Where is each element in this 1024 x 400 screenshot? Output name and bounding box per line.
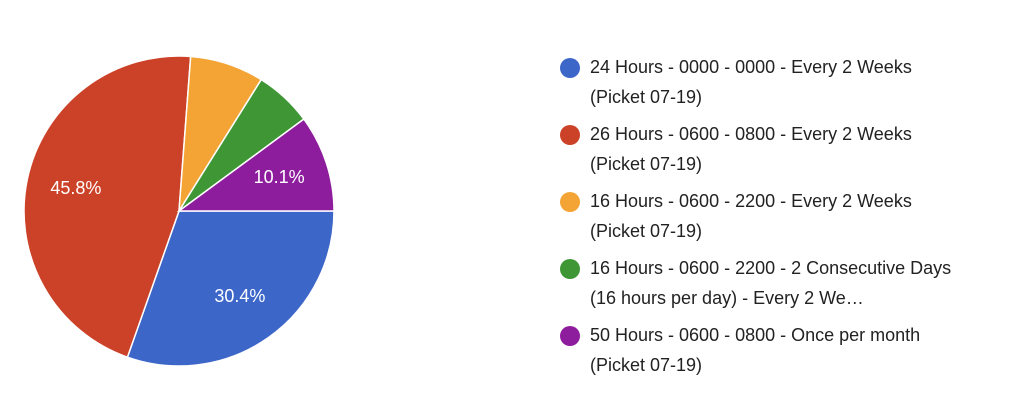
legend: 24 Hours - 0000 - 0000 - Every 2 Weeks (… <box>560 52 980 387</box>
legend-label: 24 Hours - 0000 - 0000 - Every 2 Weeks (… <box>590 57 912 107</box>
slice-label: 45.8% <box>50 178 101 198</box>
legend-label: 16 Hours - 0600 - 2200 - 2 Consecutive D… <box>590 258 952 308</box>
legend-item: 16 Hours - 0600 - 2200 - Every 2 Weeks (… <box>560 186 980 246</box>
legend-swatch <box>560 259 580 279</box>
legend-item: 50 Hours - 0600 - 0800 - Once per month … <box>560 320 980 380</box>
legend-label: 50 Hours - 0600 - 0800 - Once per month … <box>590 325 921 375</box>
legend-swatch <box>560 58 580 78</box>
pie-slice <box>176 118 335 212</box>
pie-slice <box>23 55 192 359</box>
slice-label: 30.4% <box>214 286 265 306</box>
pie-chart: 30.4% 45.8% 10.1% <box>23 55 335 367</box>
legend-swatch <box>560 125 580 145</box>
legend-item: 16 Hours - 0600 - 2200 - 2 Consecutive D… <box>560 253 980 313</box>
legend-item: 24 Hours - 0000 - 0000 - Every 2 Weeks (… <box>560 52 980 112</box>
legend-label: 26 Hours - 0600 - 0800 - Every 2 Weeks (… <box>590 124 912 174</box>
legend-swatch <box>560 192 580 212</box>
legend-item: 26 Hours - 0600 - 0800 - Every 2 Weeks (… <box>560 119 980 179</box>
slice-label: 10.1% <box>254 167 305 187</box>
legend-label: 16 Hours - 0600 - 2200 - Every 2 Weeks (… <box>590 191 912 241</box>
legend-swatch <box>560 326 580 346</box>
pie-slice <box>126 210 335 367</box>
